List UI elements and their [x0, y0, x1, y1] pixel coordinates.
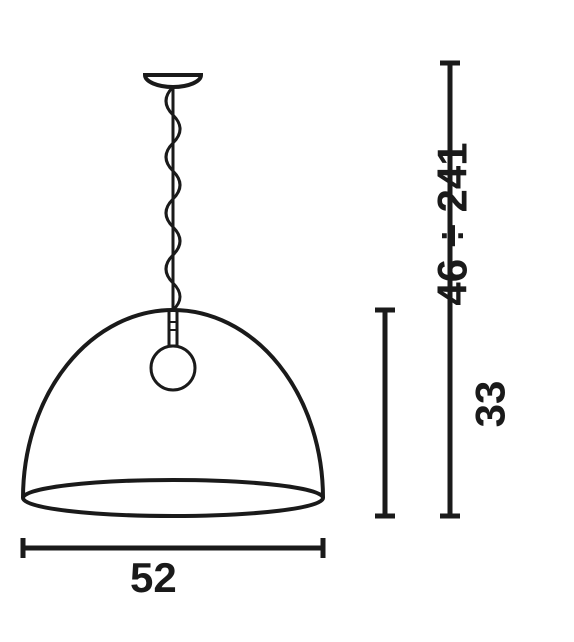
bulb	[151, 346, 195, 390]
lamp-shade	[23, 310, 323, 498]
shade-bottom-rim	[23, 480, 323, 516]
bulb-socket	[169, 310, 177, 346]
dimension-width-label: 52	[130, 554, 177, 602]
dimension-shade-height-label: 33	[467, 381, 515, 428]
canopy	[145, 75, 201, 87]
dimension-total-height-label: 46 ÷ 241	[428, 142, 476, 305]
lamp-diagram	[0, 0, 574, 642]
